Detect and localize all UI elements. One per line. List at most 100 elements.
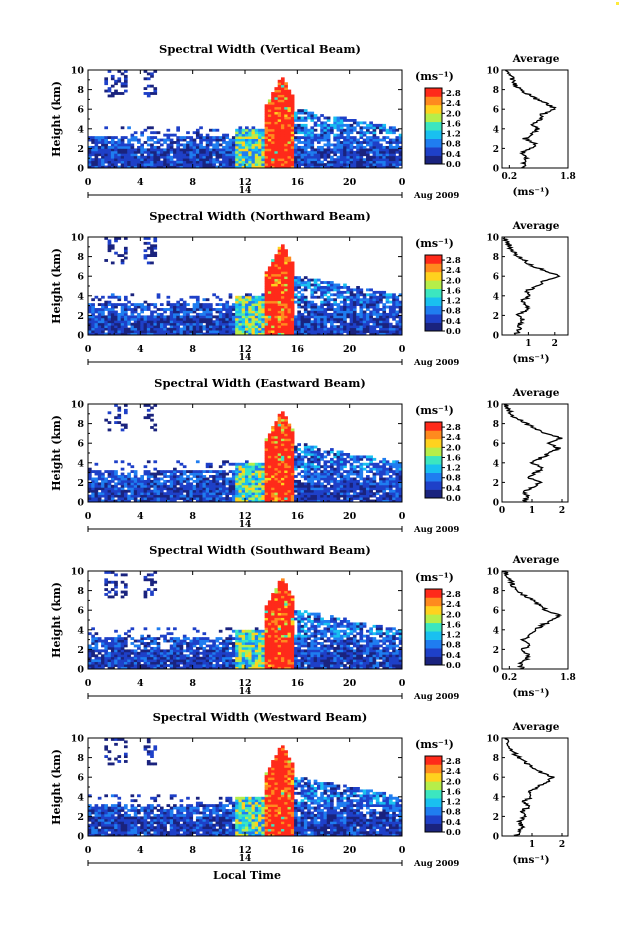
heatmap-cell [290, 268, 295, 272]
heatmap-cell [271, 315, 275, 319]
average-frame [501, 69, 569, 169]
heatmap-cell [277, 484, 282, 488]
heatmap-cell [375, 465, 380, 469]
heatmap-cell [248, 327, 252, 331]
heatmap-cell [290, 305, 295, 309]
heatmap-cell [238, 482, 243, 486]
heatmap-cell [356, 494, 360, 498]
heatmap-cell [179, 327, 184, 331]
heatmap-cell [264, 293, 269, 297]
heatmap-cell [287, 457, 292, 461]
heatmap-cell [343, 131, 347, 135]
heatmap-cell [179, 298, 184, 302]
heatmap-cell [130, 322, 135, 326]
heatmap-cell [352, 128, 357, 132]
heatmap-cell [179, 158, 184, 162]
heatmap-cell [323, 163, 328, 166]
heatmap-cell [284, 332, 288, 336]
heatmap-cell [245, 308, 249, 311]
heatmap-cell [300, 325, 305, 329]
heatmap-cell [146, 330, 151, 333]
heatmap-cell [169, 163, 174, 166]
heatmap-cell [294, 475, 298, 478]
heatmap-cell [248, 477, 252, 481]
heatmap-cell [114, 421, 118, 424]
heatmap-cell [114, 325, 118, 329]
heatmap-cell [372, 298, 377, 302]
heatmap-cell [153, 244, 158, 248]
heatmap-cell [123, 82, 128, 86]
heatmap-cell [284, 489, 288, 493]
heatmap-cell [251, 322, 256, 326]
heatmap-cell [310, 445, 315, 449]
heatmap-cell [261, 499, 266, 503]
heatmap-cell [267, 143, 272, 147]
heatmap-cell [277, 460, 282, 464]
heatmap-cell [362, 479, 367, 483]
heatmap-cell [336, 305, 341, 309]
heatmap-cell [280, 133, 285, 137]
heatmap-cell [153, 310, 158, 314]
heatmap-cell [258, 497, 262, 500]
heatmap-cell [114, 158, 118, 162]
heatmap-cell [130, 312, 135, 316]
heatmap-cell [104, 259, 109, 262]
heatmap-cell [375, 499, 380, 503]
heatmap-cell [297, 150, 301, 154]
heatmap-cell [186, 325, 190, 329]
heatmap-cell [248, 150, 252, 154]
heatmap-cell [372, 153, 377, 157]
colorbar-tick-label: 2.4 [446, 99, 461, 109]
heatmap-cell [199, 487, 203, 491]
heatmap-cell [114, 136, 118, 139]
heatmap-cell [215, 489, 220, 493]
heatmap-cell [274, 484, 279, 488]
heatmap-cell [369, 467, 373, 471]
heatmap-cell [300, 315, 305, 319]
heatmap-cell [326, 136, 331, 139]
heatmap-cell [366, 327, 370, 331]
heatmap-cell [336, 138, 341, 142]
heatmap-cell [271, 283, 275, 287]
heatmap-cell [212, 165, 216, 169]
heatmap-cell [107, 141, 112, 144]
heatmap-cell [182, 465, 187, 469]
heatmap-cell [336, 155, 341, 159]
heatmap-cell [326, 143, 331, 147]
y-tick-label: 2 [77, 144, 84, 155]
heatmap-cell [114, 305, 118, 309]
heatmap-cell [359, 494, 364, 498]
heatmap-cell [382, 489, 387, 493]
heatmap-cell [235, 298, 239, 302]
heatmap-cell [143, 300, 148, 304]
heatmap-cell [271, 271, 275, 275]
heatmap-cell [137, 482, 141, 486]
heatmap-cell [388, 330, 393, 333]
heatmap-cell [199, 163, 203, 166]
heatmap-cell [349, 119, 354, 122]
heatmap-cell [349, 482, 354, 486]
heatmap-cell [156, 497, 161, 500]
heatmap-cell [156, 317, 161, 321]
heatmap-cell [245, 475, 249, 478]
heatmap-cell [205, 165, 210, 169]
heatmap-cell [284, 94, 288, 98]
heatmap-cell [316, 465, 321, 469]
heatmap-cell [385, 497, 390, 500]
heatmap-cell [150, 479, 154, 483]
heatmap-cell [205, 150, 210, 154]
heatmap-cell [336, 295, 341, 299]
heatmap-cell [238, 308, 243, 311]
heatmap-cell [274, 325, 279, 329]
heatmap-cell [202, 477, 207, 481]
heatmap-cell [117, 143, 122, 147]
heatmap-cell [277, 416, 282, 420]
heatmap-cell [205, 163, 210, 166]
heatmap-cell [316, 479, 321, 483]
heatmap-cell [261, 465, 266, 469]
heatmap-cell [241, 330, 246, 333]
heatmap-cell [104, 325, 109, 329]
heatmap-cell [320, 470, 324, 473]
heatmap-cell [398, 303, 403, 306]
heatmap-cell [267, 116, 272, 120]
